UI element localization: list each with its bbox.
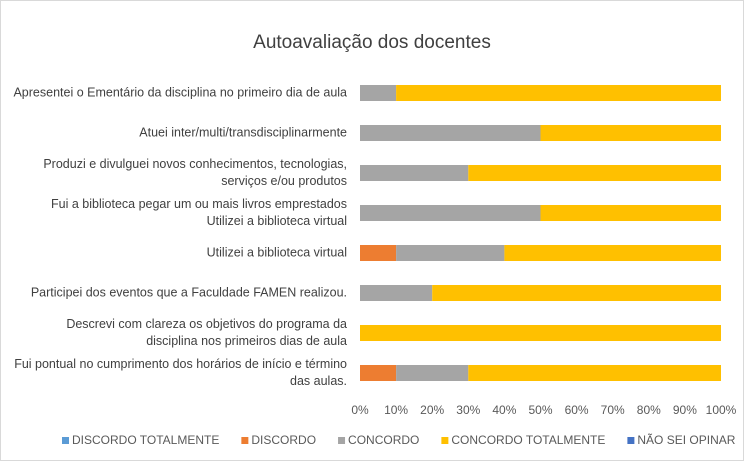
legend-label: DISCORDO <box>251 433 316 447</box>
bar-segment <box>504 245 721 261</box>
category-label: Utilizei a biblioteca virtual <box>206 245 347 260</box>
legend-swatch <box>441 437 449 444</box>
legend-swatch <box>627 437 635 444</box>
category-label: Fui pontual no cumprimento dos horários … <box>14 357 347 388</box>
x-tick-label: 0% <box>351 403 369 417</box>
bar-segment <box>360 205 541 221</box>
x-tick-label: 20% <box>420 403 444 417</box>
category-label: Apresentei o Ementário da disciplina no … <box>13 85 347 100</box>
category-label: Participei dos eventos que a Faculdade F… <box>30 285 347 300</box>
bar-segment <box>396 245 505 261</box>
legend-label: CONCORDO TOTALMENTE <box>451 433 605 447</box>
bar-segment <box>396 365 469 381</box>
bar-segment <box>540 205 721 221</box>
bar-segment <box>360 245 397 261</box>
x-tick-label: 30% <box>456 403 480 417</box>
bar-segment <box>360 125 541 141</box>
legend-label: NÃO SEI OPINAR <box>637 433 735 447</box>
bar-segment <box>360 285 433 301</box>
bar-segment <box>396 85 721 101</box>
x-tick-label: 70% <box>601 403 625 417</box>
x-tick-label: 100% <box>706 403 737 417</box>
bar-segment <box>432 285 721 301</box>
bar-segment <box>360 165 469 181</box>
bar-segment <box>360 365 397 381</box>
bar-segment <box>468 165 721 181</box>
legend-swatch <box>241 437 249 444</box>
category-label: Atuei inter/multi/transdisciplinarmente <box>139 125 347 140</box>
category-label: Descrevi com clareza os objetivos do pro… <box>66 317 347 348</box>
legend-label: DISCORDO TOTALMENTE <box>72 433 219 447</box>
chart-title: Autoavaliação dos docentes <box>253 32 491 53</box>
bar-segment <box>468 365 721 381</box>
category-label: Fui a biblioteca pegar um ou mais livros… <box>51 197 347 228</box>
bar-segment <box>540 125 721 141</box>
legend-swatch <box>338 437 346 444</box>
x-tick-label: 10% <box>384 403 408 417</box>
category-label: Produzi e divulguei novos conhecimentos,… <box>43 157 347 188</box>
bar-segment <box>360 325 721 341</box>
x-tick-label: 80% <box>637 403 661 417</box>
x-tick-label: 50% <box>528 403 552 417</box>
x-tick-label: 90% <box>673 403 697 417</box>
legend-label: CONCORDO <box>348 433 419 447</box>
legend-swatch <box>62 437 69 444</box>
x-tick-label: 60% <box>565 403 589 417</box>
bar-segment <box>360 85 397 101</box>
x-tick-label: 40% <box>492 403 516 417</box>
